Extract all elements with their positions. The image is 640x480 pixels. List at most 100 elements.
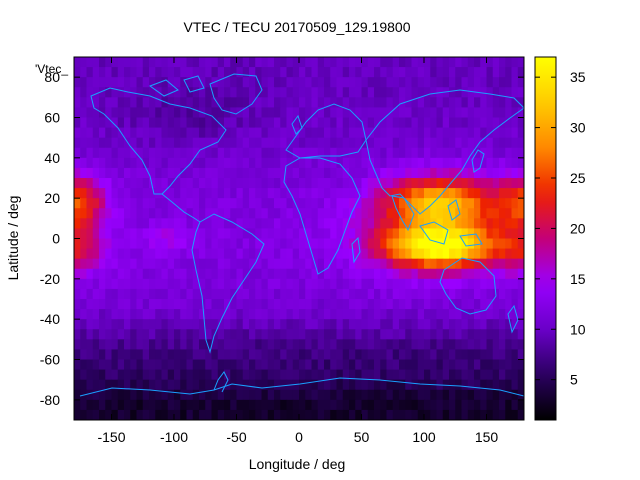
heatmap-cell [499, 228, 506, 240]
heatmap-cell [355, 137, 363, 149]
heatmap-cell [242, 147, 250, 159]
heatmap-cell [230, 127, 238, 139]
heatmap-cell [367, 117, 375, 129]
heatmap-cell [374, 379, 381, 391]
heatmap-cell [474, 97, 481, 109]
heatmap-cell [486, 57, 494, 68]
heatmap-cell [436, 258, 444, 270]
heatmap-cell [361, 218, 369, 230]
heatmap-cell [386, 238, 394, 250]
heatmap-cell [317, 228, 325, 240]
heatmap-cell [480, 288, 488, 300]
heatmap-cell [424, 117, 431, 129]
heatmap-cell [449, 178, 456, 189]
heatmap-cell [180, 329, 188, 340]
heatmap-cell [517, 248, 524, 260]
heatmap-cell [386, 97, 394, 109]
heatmap-cell [461, 409, 469, 420]
heatmap-cell [505, 399, 513, 411]
heatmap-cell [236, 178, 244, 189]
heatmap-cell [117, 288, 125, 300]
heatmap-cell [249, 248, 256, 260]
heatmap-cell [280, 349, 288, 361]
heatmap-cell [505, 77, 513, 88]
heatmap-cell [186, 228, 194, 240]
heatmap-cell [417, 167, 425, 179]
heatmap-cell [111, 67, 119, 78]
heatmap-cell [230, 198, 238, 209]
heatmap-cell [455, 278, 463, 290]
heatmap-cell [342, 399, 350, 411]
heatmap-cell [180, 299, 188, 310]
heatmap-cell [455, 67, 463, 78]
heatmap-cell [380, 238, 388, 250]
heatmap-cell [486, 258, 494, 270]
heatmap-cell [405, 117, 413, 129]
heatmap-cell [199, 57, 206, 68]
heatmap-cell [336, 399, 344, 411]
heatmap-cell [180, 178, 188, 189]
heatmap-cell [511, 309, 519, 320]
heatmap-cell [292, 299, 300, 310]
heatmap-cell [305, 127, 313, 139]
heatmap-cell [399, 147, 406, 159]
heatmap-cell [336, 288, 344, 300]
heatmap-cell [205, 399, 213, 411]
heatmap-cell [411, 218, 419, 230]
heatmap-cell [399, 157, 406, 169]
heatmap-cell [492, 258, 500, 270]
heatmap-cell [111, 409, 119, 420]
heatmap-cell [505, 299, 513, 310]
heatmap-cell [486, 339, 494, 351]
heatmap-cell [511, 389, 519, 401]
heatmap-cell [80, 198, 88, 209]
heatmap-cell [280, 137, 288, 149]
heatmap-cell [305, 258, 313, 270]
heatmap-cell [255, 238, 263, 250]
heatmap-cell [167, 67, 175, 78]
heatmap-cell [186, 67, 194, 78]
heatmap-cell [417, 349, 425, 361]
heatmap-cell [349, 167, 356, 179]
heatmap-cell [242, 268, 250, 280]
heatmap-cell [505, 238, 513, 250]
heatmap-cell [405, 97, 413, 109]
heatmap-cell [136, 409, 144, 420]
heatmap-cell [455, 208, 463, 219]
heatmap-cell [292, 268, 300, 280]
heatmap-cell [274, 57, 281, 68]
heatmap-cell [155, 97, 163, 109]
heatmap-cell [286, 188, 294, 199]
heatmap-cell [280, 299, 288, 310]
heatmap-cell [117, 117, 125, 129]
heatmap-cell [149, 309, 156, 320]
heatmap-cell [449, 238, 456, 250]
heatmap-cell [249, 399, 256, 411]
heatmap-cell [136, 319, 144, 330]
heatmap-cell [336, 67, 344, 78]
heatmap-cell [230, 147, 238, 159]
heatmap-cell [280, 399, 288, 411]
heatmap-cell [511, 188, 519, 199]
heatmap-cell [492, 77, 500, 88]
heatmap-cell [92, 127, 100, 139]
heatmap-cell [211, 167, 219, 179]
heatmap-cell [280, 87, 288, 98]
heatmap-cell [136, 167, 144, 179]
heatmap-cell [124, 87, 131, 98]
heatmap-cell [286, 409, 294, 420]
heatmap-cell [324, 198, 331, 209]
heatmap-cell [380, 107, 388, 119]
heatmap-cell [130, 258, 138, 270]
heatmap-cell [317, 359, 325, 371]
heatmap-cell [142, 248, 150, 260]
heatmap-cell [386, 248, 394, 260]
heatmap-cell [436, 157, 444, 169]
heatmap-cell [292, 238, 300, 250]
heatmap-cell [186, 409, 194, 420]
heatmap-cell [474, 288, 481, 300]
heatmap-cell [261, 167, 269, 179]
heatmap-cell [242, 117, 250, 129]
heatmap-cell [99, 399, 106, 411]
heatmap-cell [305, 228, 313, 240]
